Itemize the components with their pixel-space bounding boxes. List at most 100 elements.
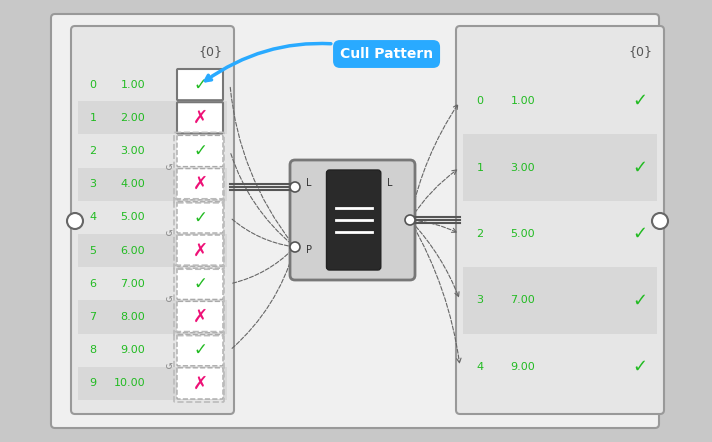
FancyArrowPatch shape — [412, 170, 456, 217]
FancyBboxPatch shape — [177, 102, 223, 133]
FancyBboxPatch shape — [463, 68, 657, 134]
FancyBboxPatch shape — [177, 135, 223, 167]
FancyBboxPatch shape — [78, 234, 227, 267]
Text: 4: 4 — [90, 213, 97, 222]
Text: 7: 7 — [90, 312, 97, 322]
Text: 9.00: 9.00 — [120, 345, 145, 355]
Text: 8: 8 — [90, 345, 97, 355]
Text: 8.00: 8.00 — [120, 312, 145, 322]
FancyBboxPatch shape — [177, 301, 223, 332]
FancyBboxPatch shape — [463, 334, 657, 400]
Circle shape — [290, 242, 300, 252]
FancyArrowPatch shape — [413, 220, 456, 232]
Text: ↺: ↺ — [165, 295, 173, 305]
Text: ↺: ↺ — [165, 229, 173, 239]
Text: 1.00: 1.00 — [120, 80, 145, 90]
FancyBboxPatch shape — [78, 367, 227, 400]
Text: 5.00: 5.00 — [120, 213, 145, 222]
FancyBboxPatch shape — [78, 101, 227, 134]
Text: L: L — [387, 178, 393, 188]
Text: ✗: ✗ — [192, 109, 208, 127]
Circle shape — [405, 215, 415, 225]
Text: 6.00: 6.00 — [120, 246, 145, 255]
Text: 3.00: 3.00 — [511, 163, 535, 172]
FancyBboxPatch shape — [463, 201, 657, 267]
Circle shape — [652, 213, 668, 229]
FancyBboxPatch shape — [290, 160, 415, 280]
Text: ✗: ✗ — [192, 242, 208, 259]
Text: ✓: ✓ — [632, 159, 647, 177]
FancyBboxPatch shape — [456, 26, 664, 414]
FancyBboxPatch shape — [463, 267, 657, 334]
FancyArrowPatch shape — [412, 222, 461, 363]
FancyBboxPatch shape — [177, 335, 223, 366]
Text: 1: 1 — [90, 113, 97, 123]
FancyBboxPatch shape — [177, 268, 223, 299]
Text: 0: 0 — [90, 80, 97, 90]
Text: 5.00: 5.00 — [511, 229, 535, 239]
Text: 2: 2 — [90, 146, 97, 156]
Text: 7.00: 7.00 — [511, 295, 535, 305]
Text: ✗: ✗ — [192, 374, 208, 392]
Text: 5: 5 — [90, 246, 97, 255]
FancyBboxPatch shape — [78, 68, 227, 101]
Text: ✓: ✓ — [632, 291, 647, 309]
Text: 3: 3 — [476, 295, 483, 305]
Text: 6: 6 — [90, 279, 97, 289]
FancyBboxPatch shape — [78, 201, 227, 234]
Text: ✓: ✓ — [632, 92, 647, 110]
FancyBboxPatch shape — [71, 26, 234, 414]
Text: P: P — [306, 245, 312, 255]
Text: L: L — [306, 178, 312, 188]
Text: {0}: {0} — [628, 46, 652, 58]
FancyBboxPatch shape — [177, 235, 223, 266]
Text: {0}: {0} — [198, 46, 222, 58]
Text: 2.00: 2.00 — [120, 113, 145, 123]
Text: ✗: ✗ — [192, 175, 208, 193]
Text: ↺: ↺ — [165, 362, 173, 372]
Text: ✓: ✓ — [193, 142, 207, 160]
FancyBboxPatch shape — [78, 168, 227, 201]
Text: 4.00: 4.00 — [120, 179, 145, 189]
Text: ↺: ↺ — [165, 163, 173, 172]
FancyBboxPatch shape — [78, 334, 227, 367]
FancyBboxPatch shape — [177, 168, 223, 200]
Text: 2: 2 — [476, 229, 483, 239]
Text: ✓: ✓ — [632, 225, 647, 243]
Text: 1: 1 — [476, 163, 483, 172]
FancyBboxPatch shape — [177, 69, 223, 100]
Text: 9.00: 9.00 — [511, 362, 535, 372]
Text: 9: 9 — [90, 378, 97, 389]
Text: 0: 0 — [476, 96, 483, 106]
Text: 3: 3 — [90, 179, 97, 189]
Text: 1.00: 1.00 — [511, 96, 535, 106]
Text: 10.00: 10.00 — [113, 378, 145, 389]
FancyBboxPatch shape — [177, 202, 223, 233]
FancyArrowPatch shape — [412, 222, 459, 297]
FancyArrowPatch shape — [232, 219, 292, 247]
Text: Cull Pattern: Cull Pattern — [206, 43, 433, 81]
Text: ✗: ✗ — [192, 308, 208, 326]
FancyBboxPatch shape — [177, 368, 223, 399]
FancyArrowPatch shape — [230, 88, 293, 245]
FancyArrowPatch shape — [231, 154, 293, 245]
FancyArrowPatch shape — [232, 250, 294, 348]
Text: 3.00: 3.00 — [120, 146, 145, 156]
Text: 7.00: 7.00 — [120, 279, 145, 289]
FancyBboxPatch shape — [327, 170, 381, 270]
Text: ✓: ✓ — [193, 208, 207, 226]
Text: 4: 4 — [476, 362, 483, 372]
FancyBboxPatch shape — [463, 134, 657, 201]
FancyBboxPatch shape — [78, 134, 227, 168]
Text: ✓: ✓ — [193, 341, 207, 359]
FancyArrowPatch shape — [233, 249, 293, 283]
Circle shape — [290, 182, 300, 192]
FancyArrowPatch shape — [411, 105, 458, 217]
FancyBboxPatch shape — [78, 301, 227, 334]
Text: ✓: ✓ — [632, 358, 647, 376]
FancyBboxPatch shape — [51, 14, 659, 428]
FancyBboxPatch shape — [78, 267, 227, 301]
Circle shape — [67, 213, 83, 229]
Text: ✓: ✓ — [193, 275, 207, 293]
Text: ✓: ✓ — [193, 76, 207, 94]
